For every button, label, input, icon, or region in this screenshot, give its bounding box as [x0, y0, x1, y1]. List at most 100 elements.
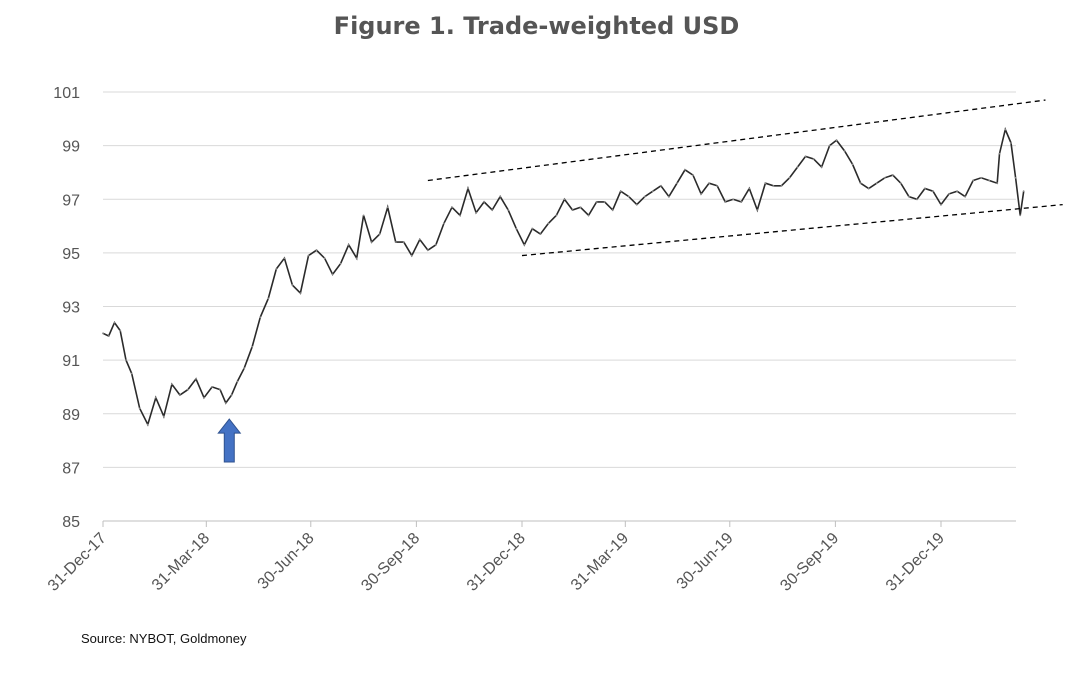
data-point: [972, 179, 975, 182]
data-point: [291, 284, 294, 286]
data-point: [756, 209, 759, 211]
data-point: [323, 257, 326, 260]
data-point: [1010, 142, 1012, 144]
data-point: [859, 182, 862, 185]
data-point: [692, 174, 694, 177]
data-point: [940, 203, 942, 206]
data-point: [138, 407, 141, 410]
data-point: [708, 182, 711, 185]
data-point: [378, 233, 381, 236]
data-point: [820, 166, 823, 168]
data-point: [948, 192, 950, 195]
data-point: [299, 292, 302, 294]
data-point: [899, 182, 902, 185]
trendlines: [427, 99, 1063, 257]
data-point: [386, 206, 389, 209]
data-point: [883, 176, 886, 179]
data-point: [394, 241, 397, 244]
data-point: [230, 394, 233, 396]
data-point: [867, 187, 870, 190]
data-point: [251, 345, 254, 348]
data-point: [179, 394, 181, 396]
data-point: [283, 257, 286, 260]
chart-title: Figure 1. Trade-weighted USD: [333, 12, 740, 40]
source-note: Source: NYBOT, Goldmoney: [81, 631, 247, 646]
data-point: [531, 227, 534, 230]
data-point: [236, 380, 239, 383]
data-point: [459, 214, 461, 217]
data-point: [748, 187, 751, 190]
data-point: [587, 214, 590, 217]
y-tick-label: 89: [62, 407, 80, 424]
data-point: [796, 166, 799, 168]
data-point: [772, 184, 775, 187]
data-point: [676, 182, 678, 185]
data-point: [740, 201, 743, 203]
data-point: [611, 209, 614, 211]
data-point: [915, 198, 918, 201]
x-tick-label: 30-Jun-19: [674, 530, 737, 593]
data-point: [170, 383, 173, 386]
data-point: [660, 184, 662, 187]
data-point: [426, 249, 429, 252]
data-point: [355, 257, 358, 260]
data-point: [154, 396, 157, 399]
gridlines: [103, 91, 1016, 468]
x-tick-label: 30-Jun-18: [255, 530, 318, 593]
data-point: [980, 176, 983, 179]
data-point: [843, 150, 846, 152]
x-tick-label: 31-Mar-18: [149, 530, 213, 594]
data-point: [635, 203, 638, 206]
data-point: [211, 386, 213, 388]
data-point: [996, 182, 999, 185]
data-point: [788, 176, 791, 179]
data-point: [932, 190, 934, 193]
data-point: [998, 152, 1001, 155]
data-point: [828, 144, 831, 147]
data-point: [362, 214, 365, 217]
data-point: [835, 139, 838, 142]
data-point: [1014, 176, 1017, 179]
data-point: [347, 243, 350, 246]
data-point: [812, 158, 815, 160]
y-axis-labels: 85 87 89 91 93 95 97 99 101: [53, 85, 80, 531]
y-tick-label: 91: [62, 353, 80, 370]
data-point: [804, 155, 807, 158]
annotations: [217, 418, 242, 463]
data-point: [716, 184, 719, 187]
data-point: [539, 233, 542, 236]
data-point: [499, 195, 502, 198]
data-point: [113, 321, 116, 324]
data-point: [732, 198, 735, 201]
data-point: [107, 335, 110, 337]
data-point: [891, 174, 894, 177]
y-tick-label: 97: [62, 192, 80, 209]
data-point: [162, 415, 165, 418]
data-point: [956, 190, 958, 193]
data-point: [579, 206, 582, 209]
data-point: [267, 297, 270, 300]
data-point: [467, 187, 469, 190]
x-tick-label: 31-Dec-18: [464, 530, 529, 595]
data-point: [643, 195, 646, 198]
data-point: [125, 359, 127, 362]
data-point: [331, 273, 334, 276]
x-axis-labels: 31-Dec-17 31-Mar-18 30-Jun-18 30-Sep-18 31-D…: [45, 530, 948, 595]
data-point: [668, 195, 670, 198]
x-tick-label: 31-Dec-19: [883, 530, 948, 595]
data-point: [595, 201, 598, 203]
data-point: [907, 195, 910, 198]
data-point: [988, 179, 991, 182]
data-point: [224, 402, 227, 404]
data-point: [523, 243, 526, 246]
x-tick-label: 30-Sep-19: [777, 530, 842, 595]
data-point: [924, 187, 926, 190]
y-tick-label: 99: [62, 139, 80, 156]
data-point: [219, 388, 221, 391]
data-point: [627, 195, 630, 198]
data-point: [724, 201, 727, 203]
data-point: [651, 190, 654, 193]
data-point: [507, 209, 510, 211]
data-point: [563, 198, 566, 201]
